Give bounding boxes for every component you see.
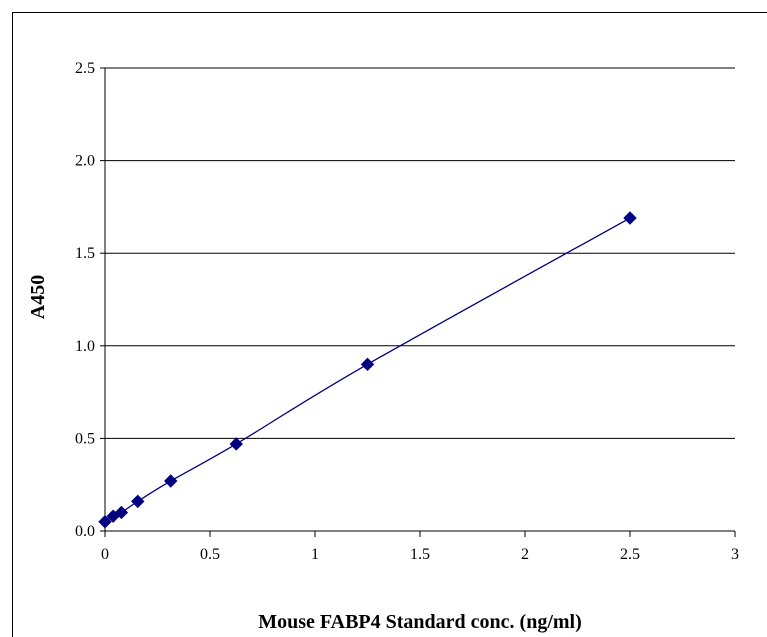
x-tick-label-2: 1 [311,546,319,563]
series-0-point-2 [114,505,129,520]
y-tick-label-3: 1.5 [75,245,95,262]
x-tick-label-5: 2.5 [620,546,640,563]
x-tick-label-0: 0 [101,546,109,563]
labels: 0.0 0.5 1.0 1.5 2.0 2.5 0 0.5 1 1.5 2 2.5 3 [75,60,739,563]
ticks [100,67,736,537]
y-tick-label-4: 2.0 [75,153,95,170]
series-0-point-0 [98,515,112,529]
y-tick-label-2: 1.0 [75,338,95,355]
gridlines [105,67,735,439]
x-tick-label-1: 0.5 [200,546,220,563]
series-0-point-6 [360,357,375,372]
y-tick-label-0: 0.0 [75,523,95,540]
series-0-point-7 [623,211,637,225]
y-tick-label-5: 2.5 [75,60,95,77]
x-tick-label-6: 3 [731,546,739,563]
x-tick-label-4: 2 [521,546,529,563]
x-axis-title: Mouse FABP4 Standard conc. (ng/ml) [258,611,582,633]
series-0-point-3 [131,494,145,509]
series-0-point-4 [164,474,178,488]
y-tick-label-1: 0.5 [75,430,95,447]
chart-frame [12,12,767,637]
series-0-point-5 [229,437,243,451]
axes [104,68,735,532]
x-tick-label-3: 1.5 [410,546,430,563]
y-axis-title: A450 [27,275,49,319]
series [98,211,637,529]
